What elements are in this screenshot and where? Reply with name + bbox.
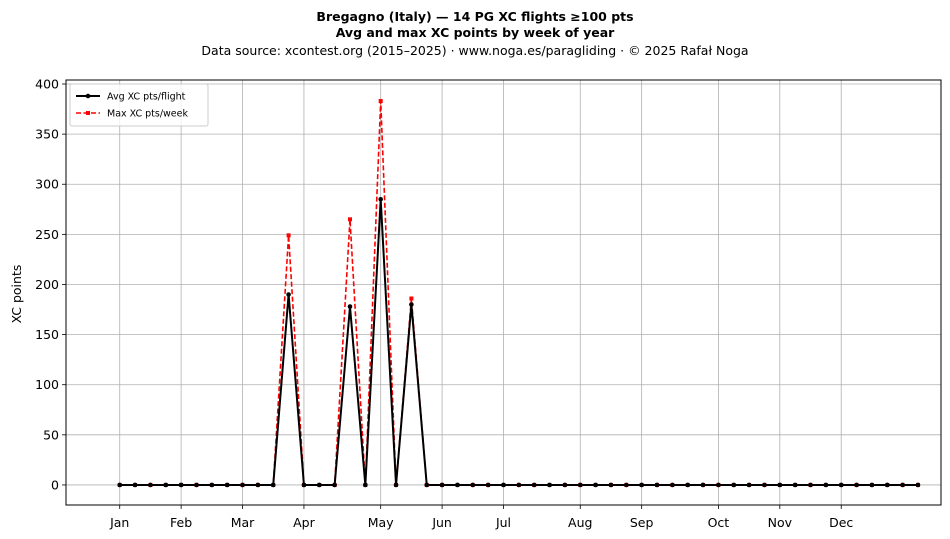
y-tick-label: 250 [35,227,59,242]
data-point-avg [163,482,169,488]
data-point-avg [685,482,691,488]
data-point-avg [654,482,660,488]
data-point-avg [700,482,706,488]
y-tick-label: 100 [35,377,59,392]
data-point-avg [255,482,261,488]
x-tick-label: Oct [708,515,730,530]
data-point-avg [178,482,184,488]
data-point-avg [577,482,583,488]
data-point-max [286,233,291,238]
series-line-max [119,100,918,486]
data-point-avg [854,482,859,488]
data-point-avg [439,482,445,488]
y-tick-label: 300 [35,177,59,192]
series-layer [117,99,921,488]
x-tick-label: Dec [829,515,853,530]
data-point-avg [501,482,506,488]
data-point-avg [286,292,291,297]
data-point-avg [194,482,199,488]
legend-marker-avg [85,93,91,99]
chart-title: Bregagno (Italy) — 14 PG XC flights ≥100… [316,9,633,24]
data-point-avg [270,482,276,488]
data-point-avg [624,482,629,488]
x-tick-label: Apr [293,515,315,530]
data-point-avg [132,482,138,488]
legend-box [69,83,209,127]
y-tick-label: 350 [35,127,59,142]
legend-label-avg: Avg XC pts/flight [107,92,186,103]
x-tick-label: Feb [170,515,192,530]
chart-subtitle: Avg and max XC points by week of year [336,25,615,40]
data-point-avg [117,482,123,488]
data-point-avg [332,482,337,488]
x-tick-label: Mar [231,515,255,530]
chart-source-line: Data source: xcontest.org (2015–2025) · … [201,43,748,58]
axes: 0 50 100 150 200 250 300 350 400 Jan Feb Mar Apr May J… [35,77,853,530]
x-tick-label: Jul [495,515,511,530]
data-point-avg [762,482,767,488]
data-point-avg [301,482,307,488]
data-point-avg [148,482,153,488]
data-point-max [347,217,352,222]
data-point-avg [915,482,921,488]
data-point-avg [547,482,552,488]
data-point-avg [731,482,737,488]
legend-marker-max [86,111,90,115]
x-tick-label: Jun [431,515,452,530]
data-point-avg [424,482,430,488]
data-point-avg [792,482,798,488]
x-tick-label: Jan [109,515,129,530]
data-point-avg [455,482,460,488]
data-point-avg [670,482,675,488]
data-point-avg [516,482,522,488]
data-point-avg [593,482,598,488]
y-tick-label: 0 [51,477,59,492]
data-point-avg [531,482,537,488]
series-line-avg [119,198,918,486]
data-point-avg [363,482,368,488]
data-point-avg [823,482,829,488]
data-point-avg [716,482,721,488]
data-point-avg [393,482,399,488]
data-point-avg [209,482,215,488]
data-point-avg [900,482,905,488]
grid [66,80,941,505]
data-point-avg [470,482,476,488]
data-point-avg [777,482,783,488]
data-point-avg [639,482,644,488]
data-point-avg [409,302,414,307]
data-point-avg [838,482,844,488]
data-point-max [409,296,414,301]
data-point-avg [224,482,230,488]
data-point-avg [746,482,752,488]
data-point-avg [884,482,890,488]
legend: Avg XC pts/flight Max XC pts/week [69,83,209,127]
data-point-max [378,99,383,104]
x-tick-label: Aug [568,515,592,530]
data-point-avg [562,482,568,488]
data-point-avg [347,304,353,309]
legend-label-max: Max XC pts/week [107,109,188,120]
data-point-avg [485,482,491,488]
data-point-avg [608,482,614,488]
data-point-avg [240,482,245,488]
x-tick-label: May [368,515,394,530]
data-point-avg [808,482,813,488]
data-point-avg [869,482,875,488]
y-tick-label: 50 [43,427,59,442]
y-tick-label: 150 [35,327,59,342]
x-tick-label: Nov [768,515,793,530]
data-point-avg [316,482,322,488]
y-axis-label: XC points [9,265,24,324]
data-point-avg [378,196,383,202]
x-tick-label: Sep [630,515,654,530]
y-tick-label: 400 [35,77,59,92]
y-tick-label: 200 [35,277,59,292]
